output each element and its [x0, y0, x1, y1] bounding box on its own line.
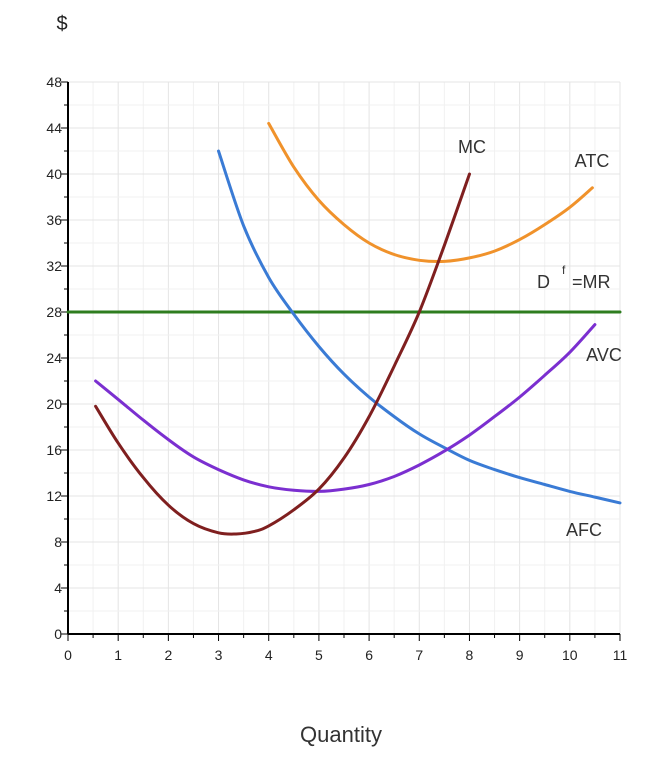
- atc-curve: [267, 121, 594, 264]
- x-tick-label: 1: [114, 647, 122, 663]
- y-tick-label: 0: [54, 626, 62, 642]
- y-tick-label: 48: [46, 74, 62, 90]
- x-tick-label: 6: [365, 647, 373, 663]
- x-tick-label: 2: [164, 647, 172, 663]
- x-tick-label: 11: [613, 647, 628, 663]
- axes: [61, 81, 621, 641]
- avc-curve-label: AVC: [586, 345, 622, 365]
- x-axis-label: Quantity: [300, 722, 382, 747]
- grid: [67, 81, 621, 635]
- demand-label-main: D: [537, 272, 550, 292]
- x-tick-label: 4: [265, 647, 273, 663]
- y-tick-label: 20: [46, 396, 62, 412]
- x-tick-label: 7: [415, 647, 423, 663]
- afc-curve: [217, 149, 622, 505]
- y-tick-label: 32: [46, 258, 62, 274]
- demand-mr-label: D f =MR: [537, 263, 611, 292]
- y-tick-label: 44: [46, 120, 62, 136]
- y-tick-label: 40: [46, 166, 62, 182]
- x-tick-label: 0: [64, 647, 72, 663]
- atc-curve-label: ATC: [575, 151, 610, 171]
- y-tick-label: 8: [54, 534, 62, 550]
- demand-label-superscript: f: [562, 263, 566, 277]
- series-lines: [66, 121, 622, 536]
- y-tick-label: 36: [46, 212, 62, 228]
- y-tick-label: 28: [46, 304, 62, 320]
- y-axis-label: $: [56, 13, 67, 35]
- y-tick-label: 12: [46, 488, 62, 504]
- x-tick-label: 8: [466, 647, 474, 663]
- avc-curve: [94, 323, 597, 493]
- x-tick-label: 5: [315, 647, 323, 663]
- x-tick-label: 10: [562, 647, 578, 663]
- x-tick-label: 3: [215, 647, 223, 663]
- y-tick-label: 16: [46, 442, 62, 458]
- mc-curve-label: MC: [458, 137, 486, 157]
- y-tick-label: 4: [54, 580, 62, 596]
- mc-curve: [94, 172, 471, 536]
- y-tick-label: 24: [46, 350, 62, 366]
- afc-curve-label: AFC: [566, 520, 602, 540]
- demand-label-tail: =MR: [572, 272, 611, 292]
- x-tick-label: 9: [516, 647, 524, 663]
